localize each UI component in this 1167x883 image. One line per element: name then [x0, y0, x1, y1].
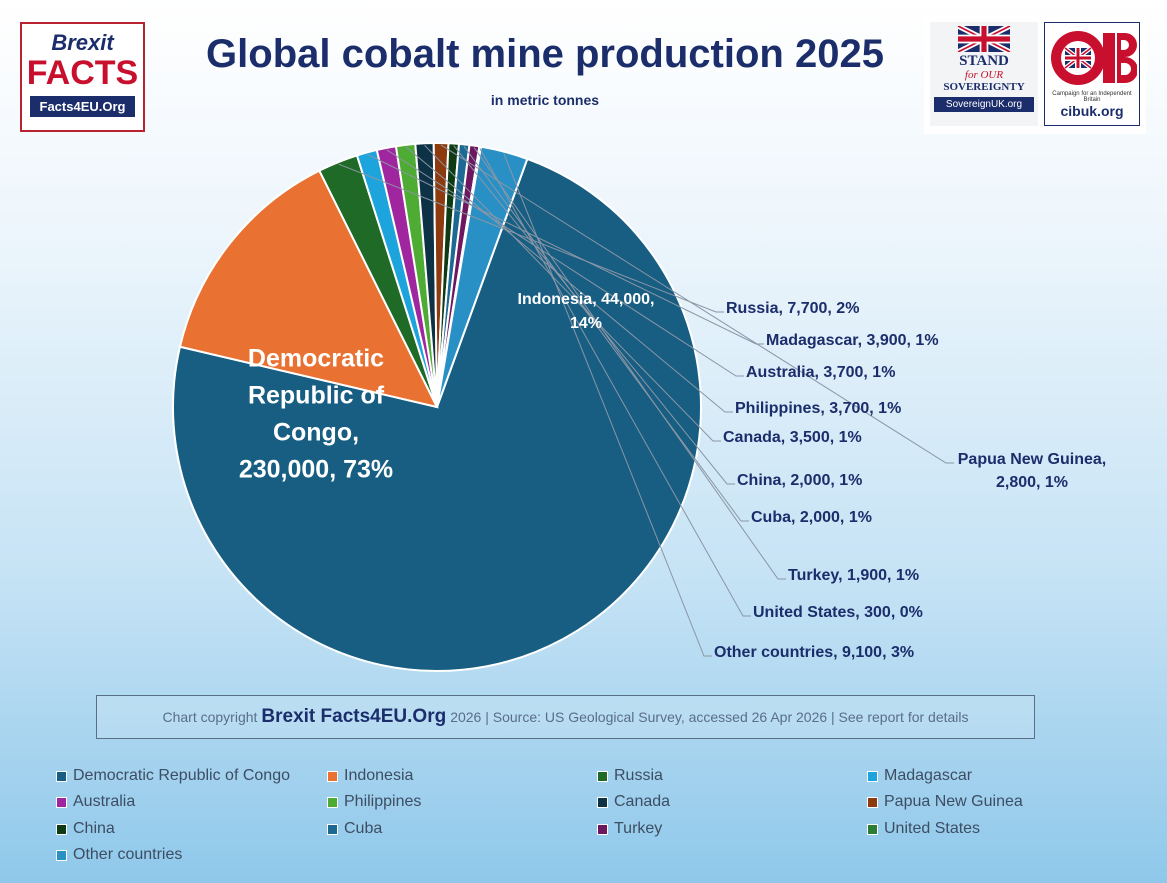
- cib-tagline: Campaign for an Independent Britain: [1052, 91, 1132, 103]
- data-label-democratic-republic-of-congo: Congo,: [273, 419, 359, 447]
- chart-title: Global cobalt mine production 2025: [206, 32, 884, 76]
- chart-subtitle: in metric tonnes: [490, 92, 600, 108]
- legend-label: Russia: [614, 767, 663, 784]
- leader-line-papua-new-guinea: [440, 144, 954, 464]
- legend-label: Cuba: [344, 820, 383, 837]
- legend-swatch: [56, 849, 67, 861]
- leader-line-canada: [424, 144, 721, 442]
- legend-label: United States: [884, 820, 981, 837]
- data-label-papua-new-guinea: Papua New Guinea,: [958, 451, 1106, 468]
- data-label-indonesia: Indonesia, 44,000,: [518, 291, 655, 308]
- data-label-china: China, 2,000, 1%: [737, 472, 862, 489]
- legend-item-madagascar: Madagascar: [867, 767, 972, 785]
- pie-slice-other-countries: [436, 145, 529, 408]
- sovereignty-url: SovereignUK.org: [934, 97, 1034, 112]
- legend-swatch: [327, 770, 338, 782]
- leader-line-other-countries: [503, 153, 712, 657]
- legend-swatch: [327, 796, 338, 808]
- partner-logos: STAND for OUR SOVEREIGNTY SovereignUK.or…: [924, 16, 1146, 134]
- data-label-australia: Australia, 3,700, 1%: [746, 364, 895, 381]
- legend-label: Democratic Republic of Congo: [73, 767, 290, 784]
- sovereignty-line-1: STAND: [959, 53, 1009, 69]
- legend-label: China: [73, 820, 115, 837]
- leader-lines: [338, 144, 954, 657]
- source-brand: Brexit Facts4EU.Org: [261, 706, 447, 727]
- legend-item-democratic-republic-of-congo: Democratic Republic of Congo: [56, 767, 290, 785]
- legend-swatch: [56, 770, 67, 782]
- legend-label: Other countries: [73, 846, 183, 863]
- logo-line-2: FACTS: [26, 54, 139, 92]
- legend-swatch: [597, 796, 608, 808]
- legend-label: Canada: [614, 793, 671, 810]
- legend-item-papua-new-guinea: Papua New Guinea: [867, 793, 1023, 811]
- legend-item-other-countries: Other countries: [56, 846, 182, 864]
- leader-line-united-states: [479, 148, 751, 617]
- source-suffix: 2026 | Source: US Geological Survey, acc…: [450, 709, 969, 725]
- legend-swatch: [867, 770, 878, 782]
- brexit-facts-logo: Brexit FACTS Facts4EU.Org: [20, 22, 145, 132]
- leader-line-russia: [338, 163, 724, 313]
- data-label-turkey: Turkey, 1,900, 1%: [788, 567, 919, 584]
- legend-swatch: [56, 796, 67, 808]
- data-label-democratic-republic-of-congo: Democratic: [248, 345, 384, 373]
- data-labels: Democratic Republic of Congo, 230,000, 73% I…: [239, 291, 1106, 661]
- data-label-democratic-republic-of-congo: Republic of: [248, 382, 385, 410]
- legend-label: Madagascar: [884, 767, 973, 784]
- data-label-cuba: Cuba, 2,000, 1%: [751, 509, 872, 526]
- leader-line-cuba: [463, 146, 749, 522]
- data-label-democratic-republic-of-congo: 230,000, 73%: [239, 456, 393, 484]
- cib-url: cibuk.org: [1060, 103, 1124, 119]
- leader-line-turkey: [473, 147, 786, 580]
- legend-swatch: [597, 770, 608, 782]
- cib-emblem-icon: [1051, 31, 1137, 85]
- data-label-philippines: Philippines, 3,700, 1%: [735, 400, 901, 417]
- logo-line-3: Facts4EU.Org: [30, 96, 135, 117]
- data-label-canada: Canada, 3,500, 1%: [723, 429, 862, 446]
- legend-label: Turkey: [614, 820, 663, 837]
- data-label-madagascar: Madagascar, 3,900, 1%: [766, 332, 939, 349]
- legend-item-china: China: [56, 820, 115, 838]
- pie-slice-democratic-republic-of-congo: [172, 157, 702, 672]
- pie-slice-indonesia: [178, 169, 439, 409]
- data-label-indonesia: 14%: [570, 315, 602, 332]
- data-label-united-states: United States, 300, 0%: [753, 604, 923, 621]
- data-label-papua-new-guinea: 2,800, 1%: [996, 474, 1068, 491]
- legend-item-cuba: Cuba: [327, 820, 382, 838]
- legend-item-philippines: Philippines: [327, 793, 421, 811]
- sovereignty-line-2: for OUR: [964, 69, 1004, 81]
- union-flag-icon: [956, 26, 1012, 52]
- legend-label: Papua New Guinea: [884, 793, 1023, 810]
- legend-swatch: [867, 823, 878, 835]
- logo-line-1: Brexit: [51, 30, 114, 55]
- source-prefix: Chart copyright: [162, 709, 258, 725]
- leader-line-china: [453, 145, 735, 485]
- legend-label: Philippines: [344, 793, 422, 810]
- legend-item-australia: Australia: [56, 793, 135, 811]
- sovereignty-logo: STAND for OUR SOVEREIGNTY SovereignUK.or…: [930, 22, 1038, 126]
- leader-line-madagascar: [367, 153, 764, 345]
- legend-swatch: [867, 796, 878, 808]
- legend-swatch: [597, 823, 608, 835]
- source-note: Chart copyright Brexit Facts4EU.Org 2026…: [96, 695, 1035, 739]
- cib-logo: Campaign for an Independent Britain cibu…: [1044, 22, 1140, 126]
- legend-item-canada: Canada: [597, 793, 670, 811]
- legend-item-indonesia: Indonesia: [327, 767, 413, 785]
- sovereignty-line-3: SOVEREIGNTY: [943, 81, 1025, 93]
- legend-item-russia: Russia: [597, 767, 663, 785]
- data-label-other-countries: Other countries, 9,100, 3%: [714, 644, 914, 661]
- legend-item-turkey: Turkey: [597, 820, 662, 838]
- pie-slices: [172, 142, 702, 672]
- legend-label: Indonesia: [344, 767, 414, 784]
- data-label-russia: Russia, 7,700, 2%: [726, 300, 859, 317]
- legend-swatch: [56, 823, 67, 835]
- legend-swatch: [327, 823, 338, 835]
- legend-label: Australia: [73, 793, 136, 810]
- legend-item-united-states: United States: [867, 820, 980, 838]
